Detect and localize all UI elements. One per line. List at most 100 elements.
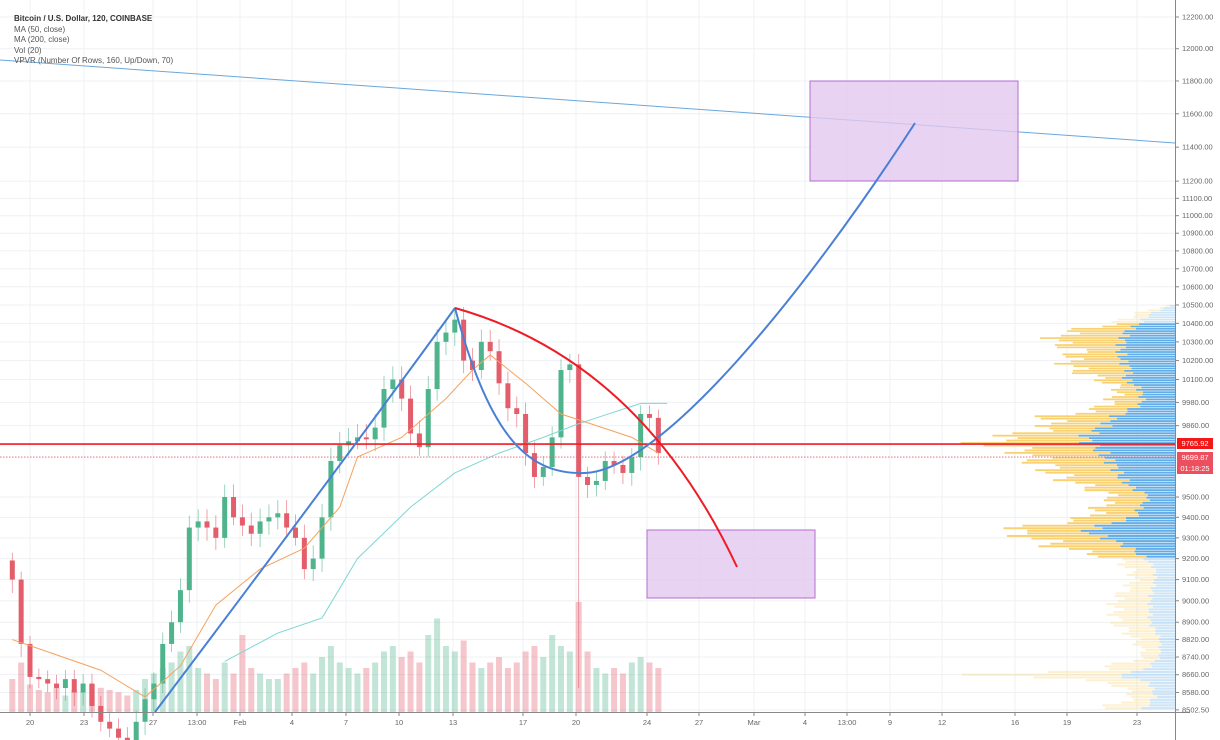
grid <box>0 0 1175 712</box>
candle-body <box>452 319 458 333</box>
candle-body <box>558 370 564 438</box>
volume-profile-down-bar <box>992 434 1079 437</box>
candle-body <box>514 408 520 415</box>
volume-profile-down-bar <box>1049 427 1095 430</box>
blue-cup-curve[interactable] <box>454 122 916 475</box>
volume-profile-up-bar <box>1112 425 1175 427</box>
volume-profile-down-bar <box>1106 603 1148 606</box>
volume-profile-down-bar <box>1034 415 1109 418</box>
volume-profile-down-bar <box>1140 638 1159 641</box>
volume-profile-down-bar <box>1121 632 1156 635</box>
volume-profile-down-bar <box>1104 665 1153 668</box>
volume-profile-up-bar <box>1147 603 1175 606</box>
legend-ma200[interactable]: MA (200, close) <box>14 35 70 45</box>
volume-profile-up-bar <box>1150 619 1175 622</box>
volume-profile-up-bar <box>1153 563 1175 566</box>
candle-body <box>531 453 537 477</box>
volume-bar <box>195 668 202 712</box>
candle-body <box>54 683 60 689</box>
candle-body <box>540 466 546 477</box>
volume-profile-down-bar <box>1133 659 1155 662</box>
candle-body <box>266 517 272 522</box>
volume-profile-up-bar <box>1134 509 1175 512</box>
volume-profile-down-bar <box>1067 522 1112 525</box>
ma200-line <box>224 402 668 662</box>
legend-ma50[interactable]: MA (50, close) <box>14 24 66 34</box>
volume-bar <box>637 657 644 712</box>
volume-profile-down-bar <box>1147 309 1161 312</box>
volume-profile-up-bar <box>1143 558 1175 561</box>
volume-profile-up-bar <box>1154 659 1175 662</box>
red-arc-curve[interactable] <box>454 307 738 568</box>
price-axis[interactable]: 12200.00 12000.00 11800.00 11600.00 11400.00… <box>1175 13 1213 715</box>
volume-profile-down-bar <box>1133 698 1151 701</box>
time-axis[interactable]: 20 23 27 13:00 Feb 4 7 10 13 17 20 24 27 Mar 4 13:00 9 12… <box>26 712 1141 727</box>
volume-profile-down-bar <box>1074 474 1118 477</box>
volume-profile-up-bar <box>1160 651 1175 654</box>
target-zone-upper[interactable] <box>809 80 1019 182</box>
volume-profile-up-bar <box>1104 456 1175 459</box>
candle-body <box>18 579 24 644</box>
volume-profile-up-bar <box>1078 442 1175 444</box>
volume-profile-up-bar <box>1078 434 1175 437</box>
volume-bar <box>274 679 281 712</box>
volume-profile-down-bar <box>1102 325 1131 328</box>
legend-volume[interactable]: Vol (20) <box>14 45 42 55</box>
volume-profile-down-bar <box>1024 449 1094 452</box>
volume-profile-down-bar <box>1080 332 1123 335</box>
volume-profile-up-bar <box>1152 581 1175 584</box>
volume-profile-down-bar <box>1065 355 1118 358</box>
volume-profile-down-bar <box>1125 560 1149 563</box>
time-tick-label: 23 <box>1133 718 1141 727</box>
time-tick-label: 9 <box>888 718 892 727</box>
symbol-title[interactable]: Bitcoin / U.S. Dollar, 120, COINBASE <box>14 14 153 23</box>
price-tick-label: 9300.00 <box>1182 533 1209 542</box>
volume-profile-up-bar <box>1102 527 1175 530</box>
price-tick-label: 10200.00 <box>1182 356 1213 365</box>
candle-body <box>231 497 237 518</box>
volume-profile-down-bar <box>1084 489 1133 492</box>
volume-bar <box>496 657 503 712</box>
volume-bar <box>522 651 529 712</box>
legend-vpvr[interactable]: VPVR (Number Of Rows, 160, Up/Down, 70) <box>14 56 174 66</box>
volume-bar <box>44 692 51 712</box>
volume-profile-up-bar <box>1121 676 1175 679</box>
volume-profile-up-bar <box>1148 316 1175 319</box>
volume-profile-up-bar <box>1107 534 1175 537</box>
volume-profile-down-bar <box>1093 379 1133 382</box>
volume-profile-down-bar <box>1103 398 1147 401</box>
volume-profile-down-bar <box>1060 334 1130 337</box>
volume-profile-down-bar <box>1114 501 1143 504</box>
volume-profile-down-bar <box>1105 707 1142 710</box>
volume-profile-up-bar <box>1160 657 1175 660</box>
volume-bar <box>487 662 494 712</box>
volume-profile-up-bar <box>1152 597 1175 600</box>
volume-profile-up-bar <box>1152 605 1175 608</box>
volume-profile-up-bar <box>1124 339 1175 342</box>
price-tick-label: 9980.00 <box>1182 398 1209 407</box>
candle-body <box>593 480 599 485</box>
volume-profile-up-bar <box>1150 698 1175 701</box>
volume-profile-up-bar <box>1135 486 1175 489</box>
volume-profile-down-bar <box>1068 547 1136 550</box>
time-tick-label: 7 <box>344 718 348 727</box>
volume-profile-down-bar <box>1129 589 1153 592</box>
volume-profile-down-bar <box>1027 529 1081 532</box>
volume-profile-down-bar <box>1095 484 1129 487</box>
volume-profile-up-bar <box>1128 360 1175 363</box>
blue-arc-left[interactable] <box>154 307 456 713</box>
time-tick-label: 17 <box>519 718 527 727</box>
volume-profile-down-bar <box>1004 451 1111 454</box>
volume-bar <box>434 618 441 712</box>
volume-bar <box>106 690 113 712</box>
volume-profile-down-bar <box>1092 550 1135 553</box>
volume-bar <box>381 651 387 712</box>
volume-profile-down-bar <box>1106 496 1147 499</box>
volume-profile-up-bar <box>1125 519 1175 522</box>
volume-profile-down-bar <box>983 444 1101 447</box>
candle-body <box>222 497 228 538</box>
volume-profile-up-bar <box>1160 309 1175 312</box>
volume-profile-down-bar <box>1084 486 1136 489</box>
target-zone-lower[interactable] <box>646 529 816 599</box>
